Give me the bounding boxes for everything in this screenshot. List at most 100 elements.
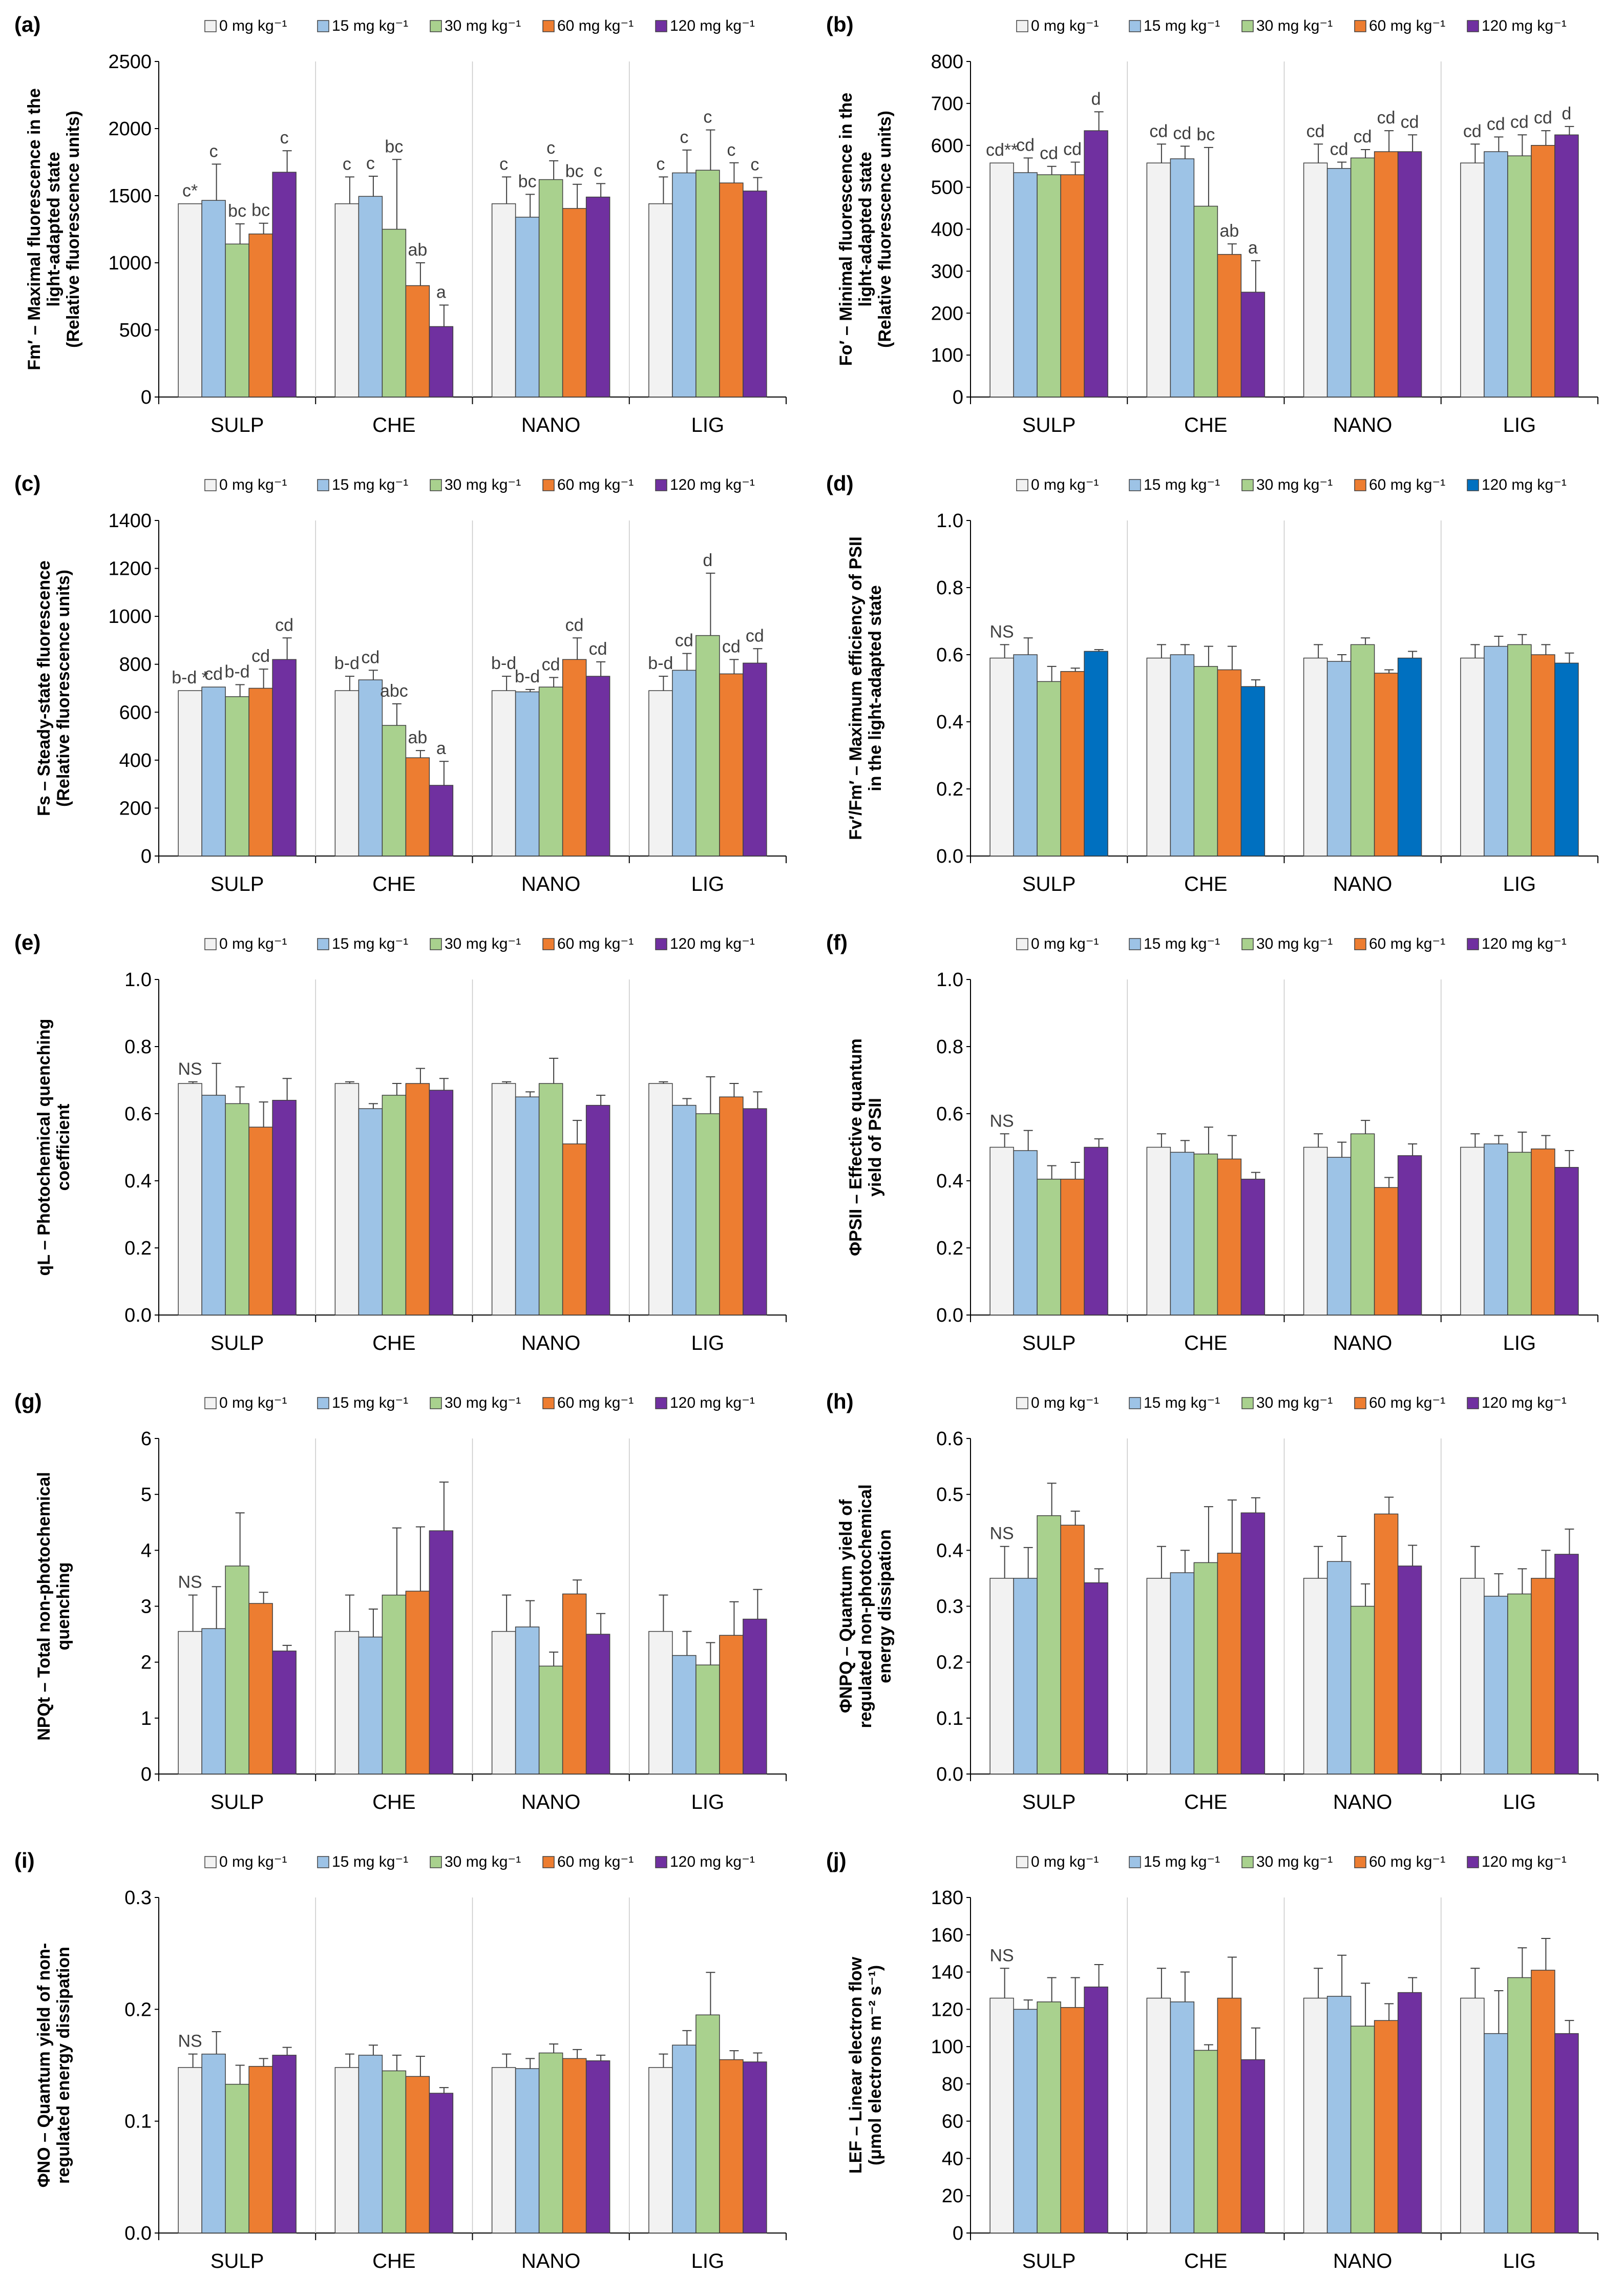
significance-label: d	[703, 551, 712, 570]
bar	[1037, 681, 1061, 857]
bar	[1460, 1997, 1485, 2234]
bar	[1084, 130, 1108, 398]
bar	[1060, 174, 1085, 398]
y-axis-label: quenching	[54, 1562, 73, 1651]
significance-label: cd**	[986, 140, 1018, 160]
legend-label: 30 mg kg⁻¹	[1256, 476, 1333, 493]
y-tick-label: 0.8	[936, 577, 963, 599]
bar	[1374, 1187, 1399, 1316]
bar	[1397, 1992, 1422, 2234]
bar	[695, 635, 720, 857]
bar	[1397, 657, 1422, 857]
x-category-label: NANO	[521, 1791, 581, 1813]
significance-label: b-d *	[172, 668, 208, 687]
y-axis-label: Fv′/Fm′ – Maximum efficiency of PSII	[846, 536, 866, 840]
legend-swatch	[542, 1397, 555, 1409]
significance-label: bc	[385, 137, 403, 156]
bar	[515, 1096, 540, 1316]
significance-label: a	[436, 739, 446, 758]
chart-panel: (f) 0 mg kg⁻¹ 15 mg kg⁻¹ 30 mg kg⁻¹ 60 mg kg…	[812, 918, 1623, 1377]
bar	[1326, 1561, 1352, 1775]
legend-swatch	[1467, 20, 1479, 32]
bar	[695, 1113, 720, 1316]
y-tick-label: 0.8	[936, 1036, 963, 1058]
chart-svg: (j) 0 mg kg⁻¹ 15 mg kg⁻¹ 30 mg kg⁻¹ 60 mg kg…	[826, 1848, 1598, 2272]
legend-swatch	[1467, 1397, 1479, 1409]
legend-label: 120 mg kg⁻¹	[670, 17, 755, 34]
y-tick-label: 160	[931, 1925, 963, 1946]
significance-label: cd	[542, 655, 560, 674]
legend-swatch	[204, 20, 217, 32]
y-axis-label: (Relative fluorescence units)	[54, 570, 73, 807]
legend-label: 15 mg kg⁻¹	[332, 935, 408, 952]
y-tick-label: 0	[141, 387, 152, 408]
legend-swatch	[1016, 479, 1028, 491]
bar	[1397, 1155, 1422, 1316]
legend-label: 15 mg kg⁻¹	[332, 476, 408, 493]
legend-label: 0 mg kg⁻¹	[219, 935, 287, 952]
bar	[491, 1631, 516, 1775]
bar	[1303, 1578, 1328, 1775]
chart-panel: (d) 0 mg kg⁻¹ 15 mg kg⁻¹ 30 mg kg⁻¹ 60 mg kg…	[812, 459, 1623, 918]
y-tick-label: 2500	[108, 51, 152, 73]
chart-svg: (a) 0 mg kg⁻¹ 15 mg kg⁻¹ 30 mg kg⁻¹ 60 mg kg…	[14, 12, 787, 436]
y-tick-label: 0	[953, 387, 963, 408]
y-tick-label: 0.6	[936, 1428, 963, 1450]
significance-label: bc	[565, 162, 584, 181]
chart-panel: (b) 0 mg kg⁻¹ 15 mg kg⁻¹ 30 mg kg⁻¹ 60 mg kg…	[812, 0, 1623, 459]
significance-label: c	[499, 154, 508, 174]
bar	[491, 690, 516, 857]
bar	[1531, 1578, 1555, 1775]
bar	[743, 1618, 767, 1775]
bar	[1531, 654, 1555, 857]
y-axis-label: LEF – Linear electron flow	[846, 1956, 866, 2174]
y-tick-label: 0.5	[936, 1484, 963, 1506]
legend-label: 60 mg kg⁻¹	[1369, 17, 1445, 34]
legend-label: 120 mg kg⁻¹	[670, 1853, 755, 1870]
bar	[334, 1631, 360, 1775]
y-axis-label: light-adapted state	[44, 152, 64, 306]
x-category-label: LIG	[691, 2250, 724, 2272]
significance-label: cd	[1306, 121, 1325, 141]
legend-swatch	[1129, 1856, 1141, 1868]
y-tick-label: 2	[141, 1652, 152, 1674]
significance-label: a	[436, 283, 446, 302]
legend-swatch	[204, 479, 217, 491]
bar	[201, 1095, 226, 1316]
legend-label: 0 mg kg⁻¹	[219, 1394, 287, 1411]
y-axis-label: in the light-adapted state	[866, 585, 885, 791]
chart-svg: (c) 0 mg kg⁻¹ 15 mg kg⁻¹ 30 mg kg⁻¹ 60 mg kg…	[14, 471, 787, 895]
bar	[1303, 1146, 1328, 1316]
y-tick-label: 20	[942, 2185, 963, 2207]
legend-swatch	[1129, 938, 1141, 950]
y-tick-label: 40	[942, 2148, 963, 2169]
significance-label: b-d	[491, 654, 516, 673]
bar	[272, 1651, 297, 1775]
legend-label: 30 mg kg⁻¹	[445, 935, 521, 952]
panel-label: (h)	[826, 1389, 854, 1413]
legend-label: 15 mg kg⁻¹	[1144, 476, 1220, 493]
bar	[1084, 651, 1108, 857]
y-tick-label: 0.2	[124, 1238, 152, 1259]
bar	[201, 200, 226, 398]
bar	[719, 673, 744, 857]
significance-label: c	[680, 128, 688, 147]
bar	[1013, 654, 1038, 857]
bar	[1146, 1578, 1171, 1775]
bar	[695, 1664, 720, 1775]
bar	[358, 1108, 383, 1316]
bar	[515, 217, 540, 398]
x-category-label: SULP	[210, 873, 264, 895]
legend-label: 15 mg kg⁻¹	[332, 17, 408, 34]
bar	[405, 757, 430, 857]
significance-label: NS	[990, 1946, 1014, 1965]
y-tick-label: 300	[931, 261, 963, 282]
chart-panel: (a) 0 mg kg⁻¹ 15 mg kg⁻¹ 30 mg kg⁻¹ 60 mg kg…	[0, 0, 812, 459]
chart-svg: (g) 0 mg kg⁻¹ 15 mg kg⁻¹ 30 mg kg⁻¹ 60 mg kg…	[14, 1389, 787, 1813]
bar	[382, 2070, 407, 2234]
legend-swatch	[655, 1397, 667, 1409]
y-tick-label: 800	[931, 51, 963, 73]
y-tick-label: 3	[141, 1596, 152, 1618]
legend-label: 30 mg kg⁻¹	[445, 476, 521, 493]
bar	[1303, 162, 1328, 398]
